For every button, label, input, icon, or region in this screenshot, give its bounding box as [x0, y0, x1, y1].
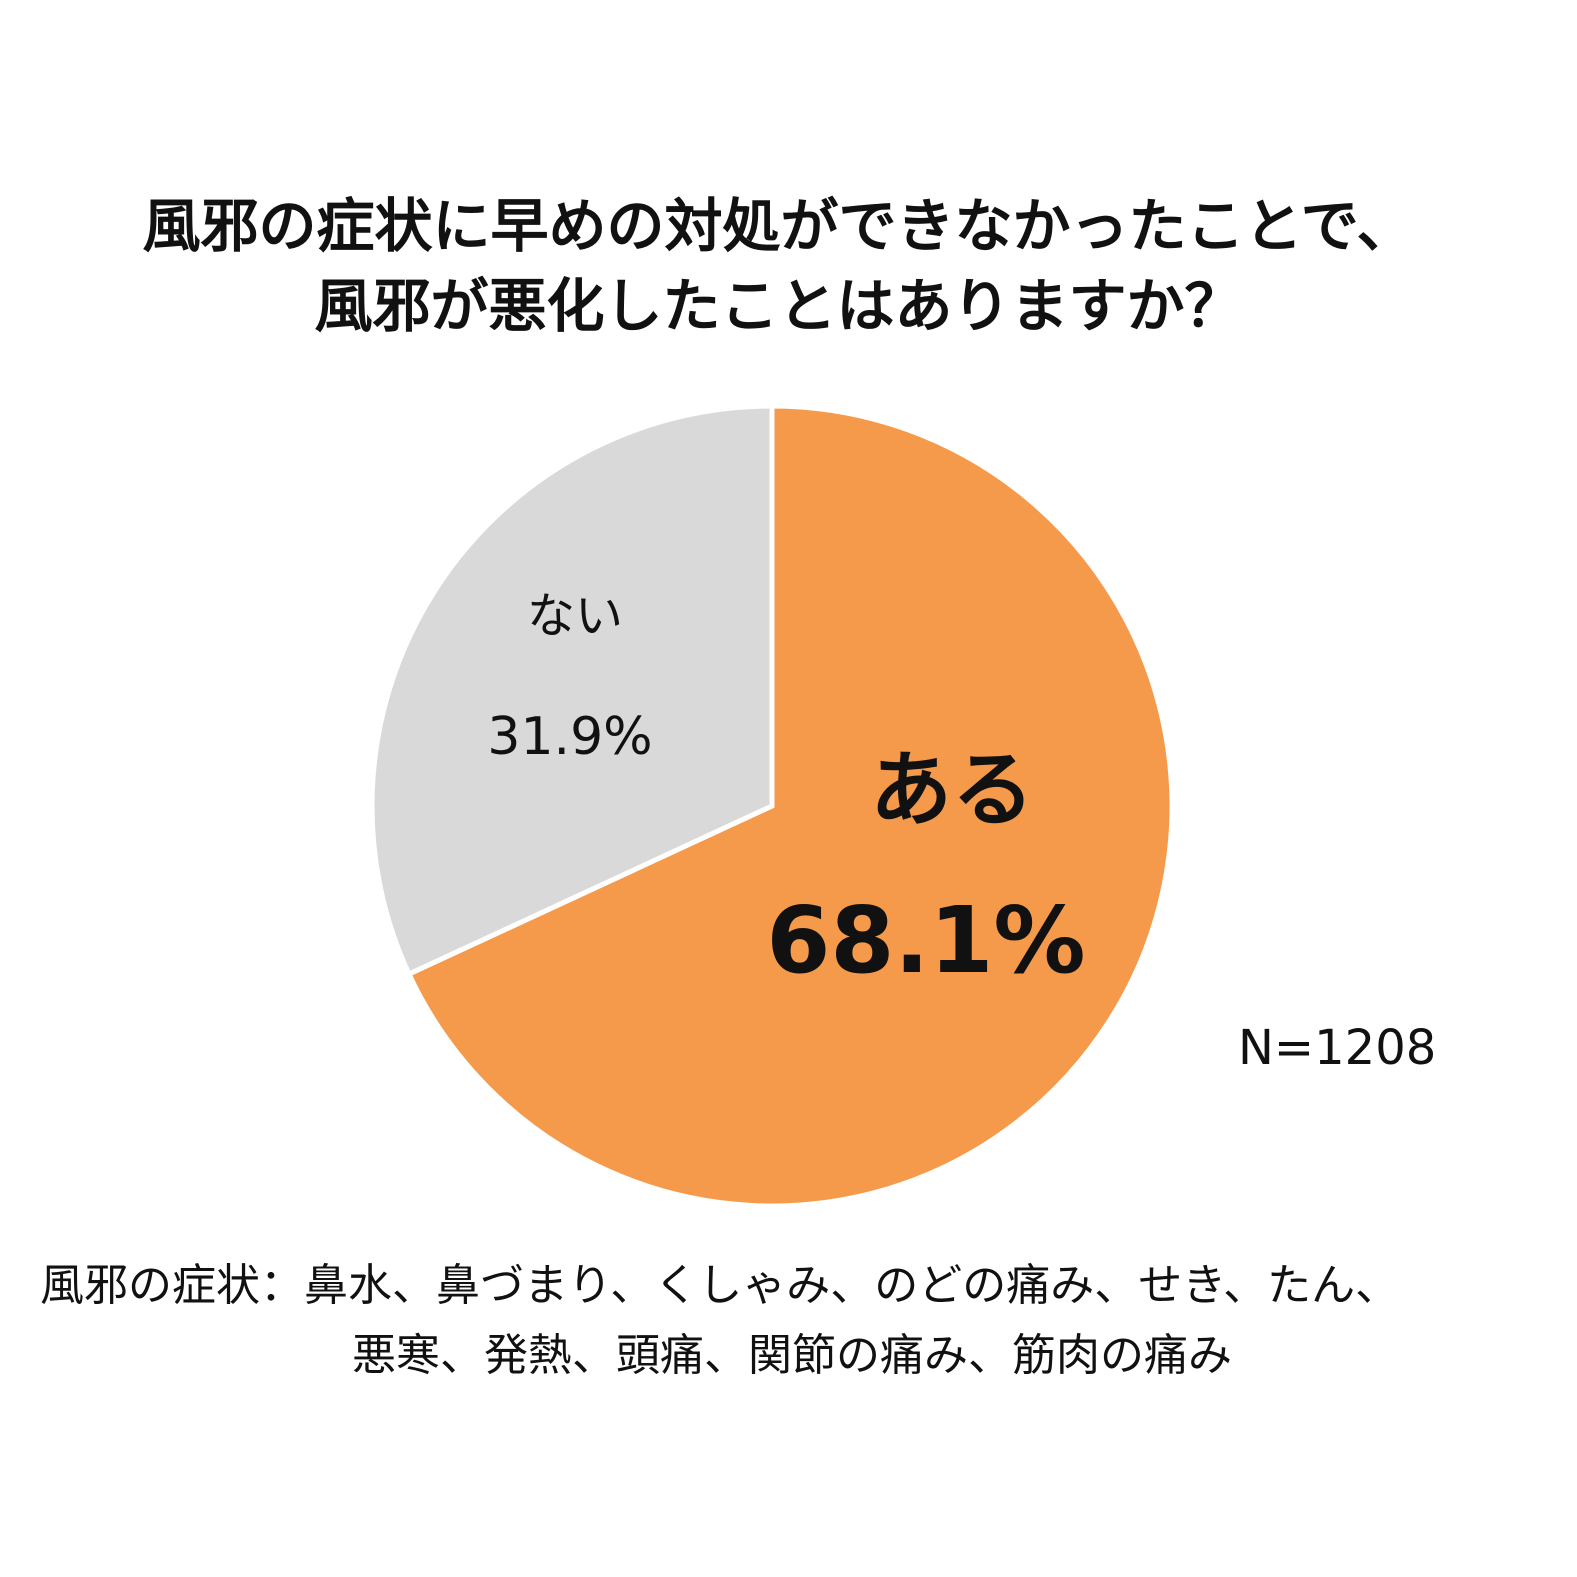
chart-title-line-2: 風邪が悪化したことはありますか？	[314, 272, 1243, 340]
footnote-line-2: 悪寒、発熱、頭痛、関節の痛み、筋肉の痛み	[352, 1330, 1232, 1381]
chart-title-line-1: 風邪の症状に早めの対処ができなかったことで、	[142, 192, 1415, 260]
sample-size: N=1208	[1238, 1020, 1437, 1076]
footnote-line-1: 風邪の症状：鼻水、鼻づまり、くしゃみ、のどの痛み、せき、たん、	[40, 1260, 1400, 1311]
slice-label-nai: ない	[527, 588, 623, 644]
pie-slice-aru	[405, 403, 1175, 1209]
slice-value-nai: 31.9%	[487, 707, 652, 767]
pie-slice-nai	[369, 403, 775, 978]
slice-label-aru: ある	[870, 743, 1034, 838]
slice-value-aru: 68.1%	[766, 887, 1085, 994]
